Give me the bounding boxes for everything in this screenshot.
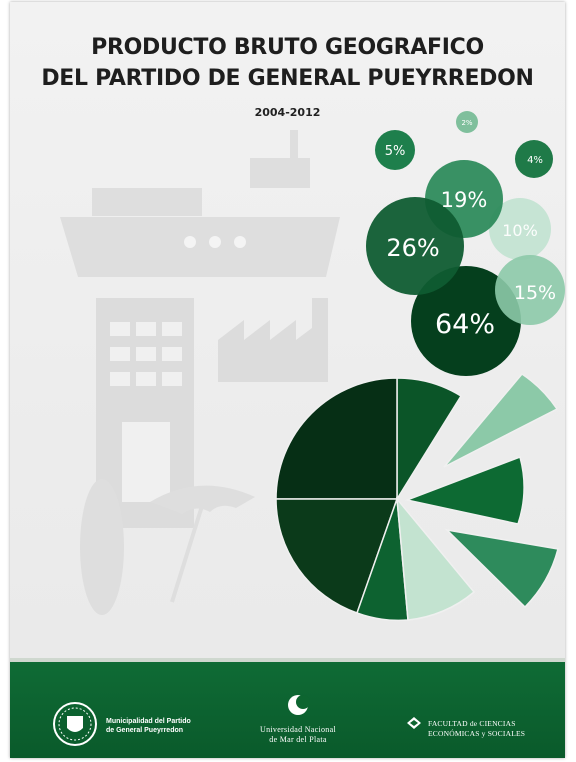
bubble-2 xyxy=(456,111,478,133)
bubble-label-5: 5% xyxy=(385,144,406,159)
pie-slice xyxy=(396,496,476,621)
ship-icon xyxy=(60,130,340,277)
bubble-label-4: 4% xyxy=(527,155,543,166)
cover-title: PRODUCTO BRUTO GEOGRAFICO DEL PARTIDO DE… xyxy=(10,32,565,94)
cover-illustration: 2% 5% 4% 19% 10% 26% 15% 64% xyxy=(60,111,565,622)
shield-crest-icon xyxy=(53,702,97,746)
university-line-2: de Mar del Plata xyxy=(269,735,327,744)
cover-page: PRODUCTO BRUTO GEOGRAFICO DEL PARTIDO DE… xyxy=(10,2,565,758)
bubble-label-10: 10% xyxy=(502,221,538,240)
bubble-26 xyxy=(366,197,464,295)
bubble-label-2: 2% xyxy=(461,119,472,127)
faculty-line-2: ECONÓMICAS y SOCIALES xyxy=(428,729,526,738)
bubble-chart: 2% 5% 4% 19% 10% 26% 15% 64% xyxy=(366,111,565,376)
factory-icon xyxy=(218,298,328,382)
title-line-2: DEL PARTIDO DE GENERAL PUEYRREDON xyxy=(41,66,534,91)
pie-graphic xyxy=(275,373,559,622)
faculty-emblem-icon xyxy=(407,717,421,729)
bubble-label-15: 15% xyxy=(514,282,556,304)
municipality-line-1: Municipalidad del Partido xyxy=(106,718,191,725)
faculty-logo-text: FACULTAD de CIENCIAS ECONÓMICAS y SOCIAL… xyxy=(428,719,525,739)
bubble-64 xyxy=(411,266,521,376)
pie-slice xyxy=(444,528,559,609)
faculty-line-1: FACULTAD de CIENCIAS xyxy=(428,719,516,728)
pie-slice xyxy=(396,377,463,502)
bubble-4 xyxy=(515,140,553,178)
municipality-line-2: de General Pueyrredon xyxy=(106,727,184,734)
pie-slice xyxy=(275,377,398,500)
municipality-logo-text: Municipalidad del Partido de General Pue… xyxy=(106,717,191,735)
university-logo-text: Universidad Nacional de Mar del Plata xyxy=(238,725,358,745)
footer-logos xyxy=(53,695,421,746)
pie-slice xyxy=(443,373,559,468)
bubble-5 xyxy=(375,130,415,170)
university-line-1: Universidad Nacional xyxy=(260,725,336,734)
bubble-15 xyxy=(495,255,565,325)
bubble-label-26: 26% xyxy=(386,234,439,262)
title-line-1: PRODUCTO BRUTO GEOGRAFICO xyxy=(91,35,484,60)
crescent-logo-icon xyxy=(288,695,310,715)
surfboard-icon xyxy=(80,479,124,615)
bubble-10 xyxy=(489,198,551,260)
footer-band: Municipalidad del Partido de General Pue… xyxy=(10,662,565,758)
umbrella-icon xyxy=(150,485,255,603)
cover-years: 2004-2012 xyxy=(254,106,321,119)
pie-slice xyxy=(404,456,525,525)
footer-divider xyxy=(10,658,565,662)
bubble-label-19: 19% xyxy=(441,188,488,212)
bubble-label-64: 64% xyxy=(435,309,495,340)
